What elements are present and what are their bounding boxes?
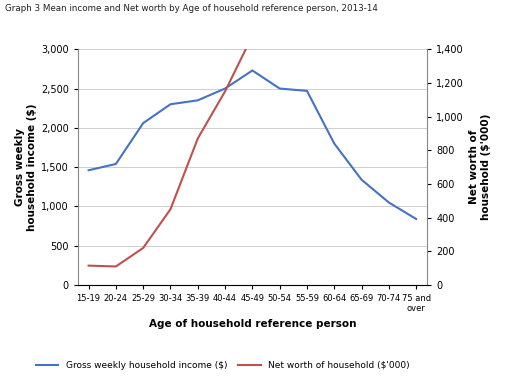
Y-axis label: Gross weekly
household income ($): Gross weekly household income ($) (15, 103, 36, 231)
Y-axis label: Net worth of
household ($'000): Net worth of household ($'000) (469, 114, 490, 220)
X-axis label: Age of household reference person: Age of household reference person (148, 319, 356, 329)
Legend: Gross weekly household income ($), Net worth of household ($'000): Gross weekly household income ($), Net w… (32, 357, 412, 373)
Text: Graph 3 Mean income and Net worth by Age of household reference person, 2013-14: Graph 3 Mean income and Net worth by Age… (5, 4, 377, 13)
